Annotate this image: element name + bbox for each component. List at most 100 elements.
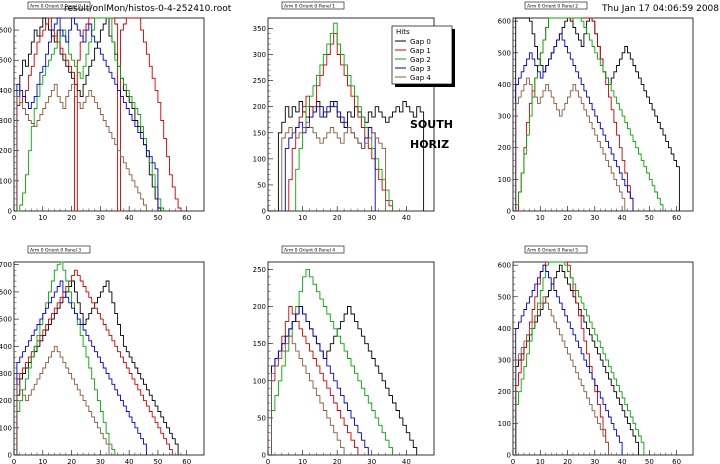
- x-tick-label-4-3: 30: [367, 458, 376, 464]
- chart-panel-3: Arm 0 Orient 0 Panel 3010020030040050060…: [0, 245, 205, 464]
- series-4-4: [271, 335, 345, 455]
- y-tick-label-4-0: 0: [262, 452, 266, 460]
- x-tick-label-5-0: 0: [511, 458, 515, 464]
- x-tick-label-0-1: 10: [38, 214, 47, 222]
- x-tick-label-3-0: 0: [12, 458, 16, 464]
- x-tick-label-2-5: 50: [645, 214, 654, 222]
- x-tick-label-0-0: 0: [12, 214, 16, 222]
- chart-title-3: Arm 0 Orient 0 Panel 3: [27, 245, 91, 254]
- legend-title: Hits: [396, 28, 410, 36]
- svg-text:Arm 0 Orient 0 Panel 0: Arm 0 Orient 0 Panel 0: [30, 4, 81, 10]
- series-3-3: [16, 280, 147, 455]
- series-0-2: [16, 17, 165, 212]
- series-3-2: [16, 261, 116, 455]
- plot-frame-3: [13, 261, 205, 456]
- y-tick-label-3-6: 600: [0, 288, 12, 296]
- x-tick-label-4-0: 0: [266, 458, 270, 464]
- chart-panel-2: Arm 0 Orient 0 Panel 2010020030040050060…: [498, 1, 694, 222]
- y-tick-label-0-0: 0: [8, 208, 12, 216]
- svg-text:Arm 0 Orient 0 Panel 3: Arm 0 Orient 0 Panel 3: [30, 248, 81, 254]
- svg-text:Arm 0 Orient 0 Panel 1: Arm 0 Orient 0 Panel 1: [284, 4, 335, 10]
- y-tick-label-2-5: 500: [498, 49, 511, 57]
- series-2-4: [515, 77, 626, 211]
- side-label-horiz: HORIZ: [410, 138, 450, 151]
- x-tick-label-3-3: 30: [96, 458, 105, 464]
- x-tick-label-5-4: 40: [618, 458, 627, 464]
- series-3-4: [16, 345, 110, 455]
- series-0-1: [16, 17, 182, 212]
- root-file-label: result/onlMon/histos-0-4-252410.root: [64, 4, 232, 14]
- x-tick-label-3-2: 20: [67, 458, 76, 464]
- series-2-3: [515, 33, 634, 211]
- legend-label-2: Gap 2: [410, 56, 431, 64]
- x-tick-label-4-1: 10: [298, 458, 307, 464]
- x-tick-label-1-4: 40: [402, 214, 411, 222]
- y-tick-label-0-6: 600: [0, 27, 12, 35]
- chart-title-5: Arm 0 Orient 0 Panel 5: [524, 245, 588, 254]
- svg-text:Arm 0 Orient 0 Panel 4: Arm 0 Orient 0 Panel 4: [284, 248, 335, 254]
- legend-label-1: Gap 1: [410, 47, 431, 55]
- plot-frame-2: [512, 17, 694, 212]
- y-tick-label-3-4: 400: [0, 343, 12, 351]
- series-1-0: [277, 101, 425, 211]
- x-tick-label-4-2: 20: [333, 458, 342, 464]
- svg-text:Arm 0 Orient 0 Panel 2: Arm 0 Orient 0 Panel 2: [527, 4, 578, 10]
- legend-label-0: Gap 0: [410, 38, 431, 46]
- x-tick-label-2-2: 20: [563, 214, 572, 222]
- x-tick-label-0-5: 50: [153, 214, 162, 222]
- x-tick-label-0-4: 40: [125, 214, 134, 222]
- y-tick-label-2-6: 600: [498, 18, 511, 26]
- series-3-0: [16, 280, 179, 455]
- series-5-3: [515, 264, 623, 455]
- x-tick-label-0-3: 30: [96, 214, 105, 222]
- x-tick-label-5-3: 30: [590, 458, 599, 464]
- y-tick-label-2-3: 300: [498, 113, 511, 121]
- x-tick-label-4-4: 40: [402, 458, 411, 464]
- chart-panel-4: Arm 0 Orient 0 Panel 4 0 50 100 150 200 250 0 10…: [253, 245, 435, 464]
- x-tick-label-5-6: 60: [672, 458, 681, 464]
- x-tick-label-1-2: 20: [333, 214, 342, 222]
- series-1-4: [281, 121, 387, 211]
- y-tick-label-2-4: 400: [498, 81, 511, 89]
- x-tick-label-0-2: 20: [67, 214, 76, 222]
- y-tick-label-3-3: 300: [0, 370, 12, 378]
- y-tick-label-5-0: 0: [507, 452, 511, 460]
- series-4-1: [271, 306, 359, 455]
- x-tick-label-1-0: 0: [266, 214, 270, 222]
- y-tick-label-4-1: 50: [257, 414, 266, 422]
- y-tick-label-3-7: 700: [0, 261, 12, 269]
- y-tick-label-3-5: 500: [0, 316, 12, 324]
- series-0-4: [16, 83, 147, 211]
- x-tick-label-5-5: 50: [645, 458, 654, 464]
- series-5-4: [515, 296, 609, 455]
- y-tick-label-3-2: 200: [0, 397, 12, 405]
- series-1-2: [295, 22, 393, 211]
- y-tick-label-0-2: 200: [0, 147, 12, 155]
- chart-title-2: Arm 0 Orient 0 Panel 2: [524, 1, 588, 10]
- chart-panel-5: Arm 0 Orient 0 Panel 5010020030040050060…: [498, 245, 694, 464]
- x-tick-label-3-1: 10: [38, 458, 47, 464]
- y-tick-label-1-6: 300: [253, 51, 266, 59]
- y-tick-label-4-4: 200: [253, 303, 266, 311]
- y-tick-label-4-2: 100: [253, 377, 266, 385]
- y-tick-label-1-4: 200: [253, 103, 266, 111]
- y-tick-label-2-2: 200: [498, 144, 511, 152]
- y-tick-label-2-1: 100: [498, 176, 511, 184]
- x-tick-label-2-1: 10: [536, 214, 545, 222]
- chart-title-0: Arm 0 Orient 0 Panel 0: [27, 1, 91, 10]
- y-tick-label-0-1: 100: [0, 177, 12, 185]
- y-tick-label-1-7: 350: [253, 25, 266, 33]
- y-tick-label-4-3: 150: [253, 340, 266, 348]
- x-tick-label-2-0: 0: [511, 214, 515, 222]
- y-tick-label-1-3: 150: [253, 129, 266, 137]
- y-tick-label-2-0: 0: [507, 208, 511, 216]
- x-tick-label-2-4: 40: [618, 214, 627, 222]
- x-tick-label-3-4: 40: [125, 458, 134, 464]
- x-tick-label-5-2: 20: [563, 458, 572, 464]
- y-tick-label-1-2: 100: [253, 155, 266, 163]
- x-tick-label-2-3: 30: [590, 214, 599, 222]
- x-tick-label-1-1: 10: [298, 214, 307, 222]
- side-label-south: SOUTH: [410, 118, 453, 131]
- x-tick-label-1-3: 30: [367, 214, 376, 222]
